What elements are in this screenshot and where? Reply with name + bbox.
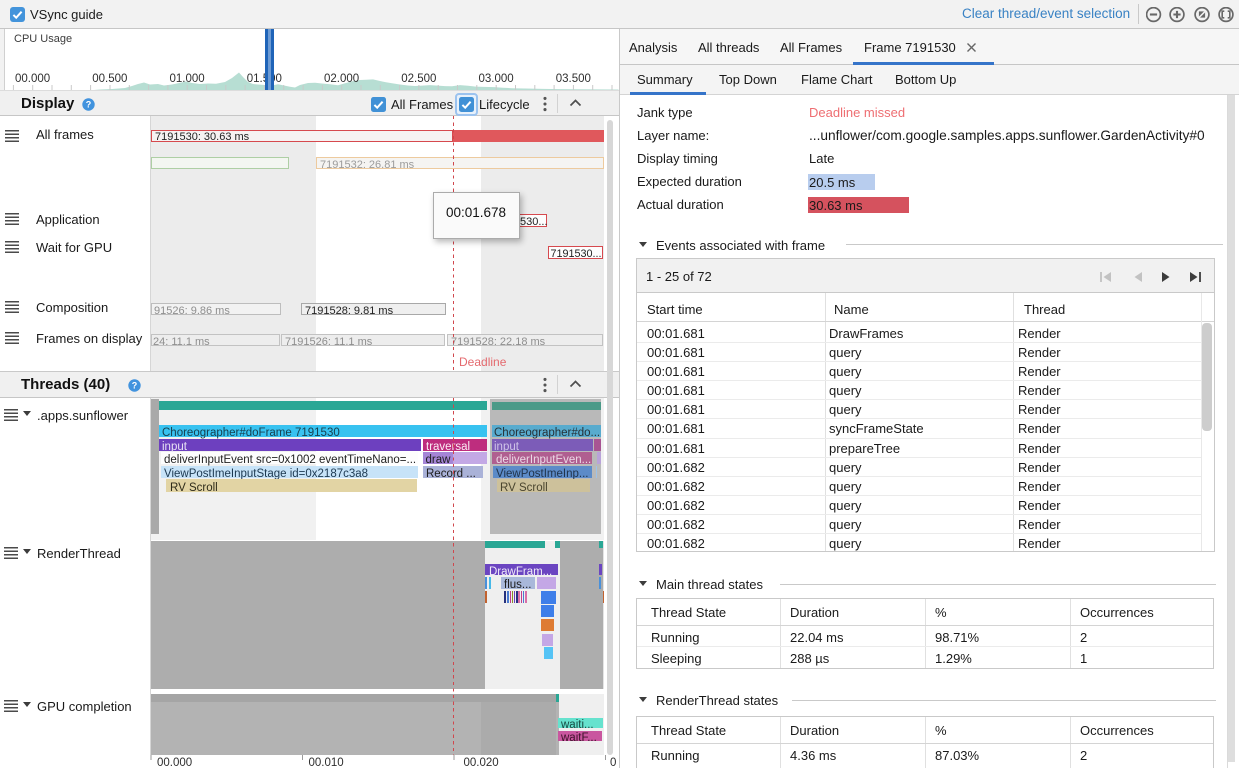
svg-text:?: ? [86,100,92,110]
svg-text:?: ? [132,381,138,391]
